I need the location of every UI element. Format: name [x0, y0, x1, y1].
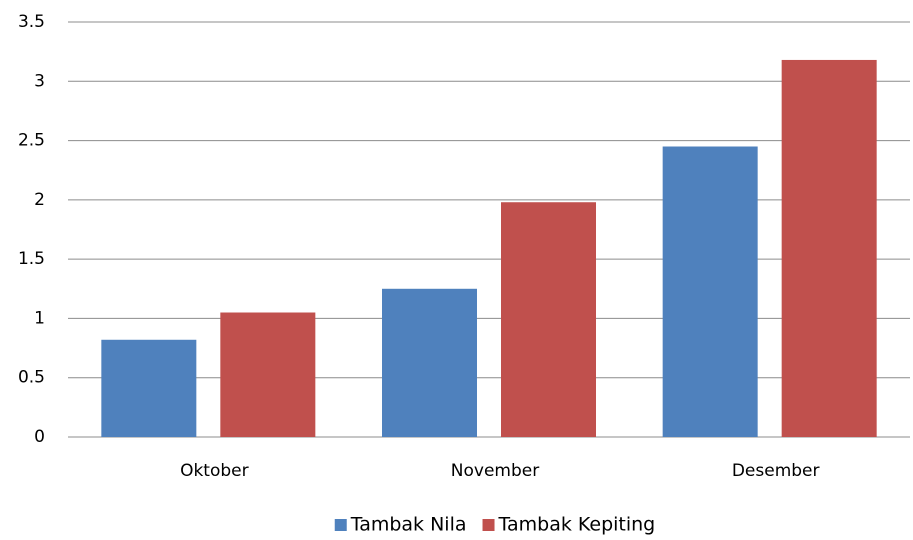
legend-swatch: [334, 519, 347, 531]
y-tick-label: 2.5: [18, 131, 45, 151]
bar: [501, 202, 596, 437]
bar: [101, 339, 197, 437]
legend-item: Tambak Nila: [334, 514, 467, 536]
y-tick-label: 1: [34, 308, 45, 328]
legend-item: Tambak Kepiting: [482, 514, 656, 536]
y-tick-label: 3: [34, 71, 45, 91]
bar: [781, 59, 877, 437]
x-tick-label: November: [451, 461, 539, 481]
y-tick-label: 3.5: [18, 12, 45, 32]
x-tick-label: Desember: [732, 461, 820, 481]
y-tick-label: 1.5: [18, 249, 45, 269]
y-tick-label: 2: [34, 190, 45, 210]
x-tick-label: Oktober: [180, 461, 249, 481]
legend-swatch: [482, 519, 495, 531]
y-tick-label: 0.5: [18, 368, 45, 388]
legend-label: Tambak Kepiting: [498, 514, 656, 536]
y-tick-label: 0: [34, 427, 45, 447]
legend-label: Tambak Nila: [350, 514, 467, 536]
bar: [662, 146, 758, 437]
bar: [220, 312, 316, 437]
bar: [382, 288, 477, 437]
